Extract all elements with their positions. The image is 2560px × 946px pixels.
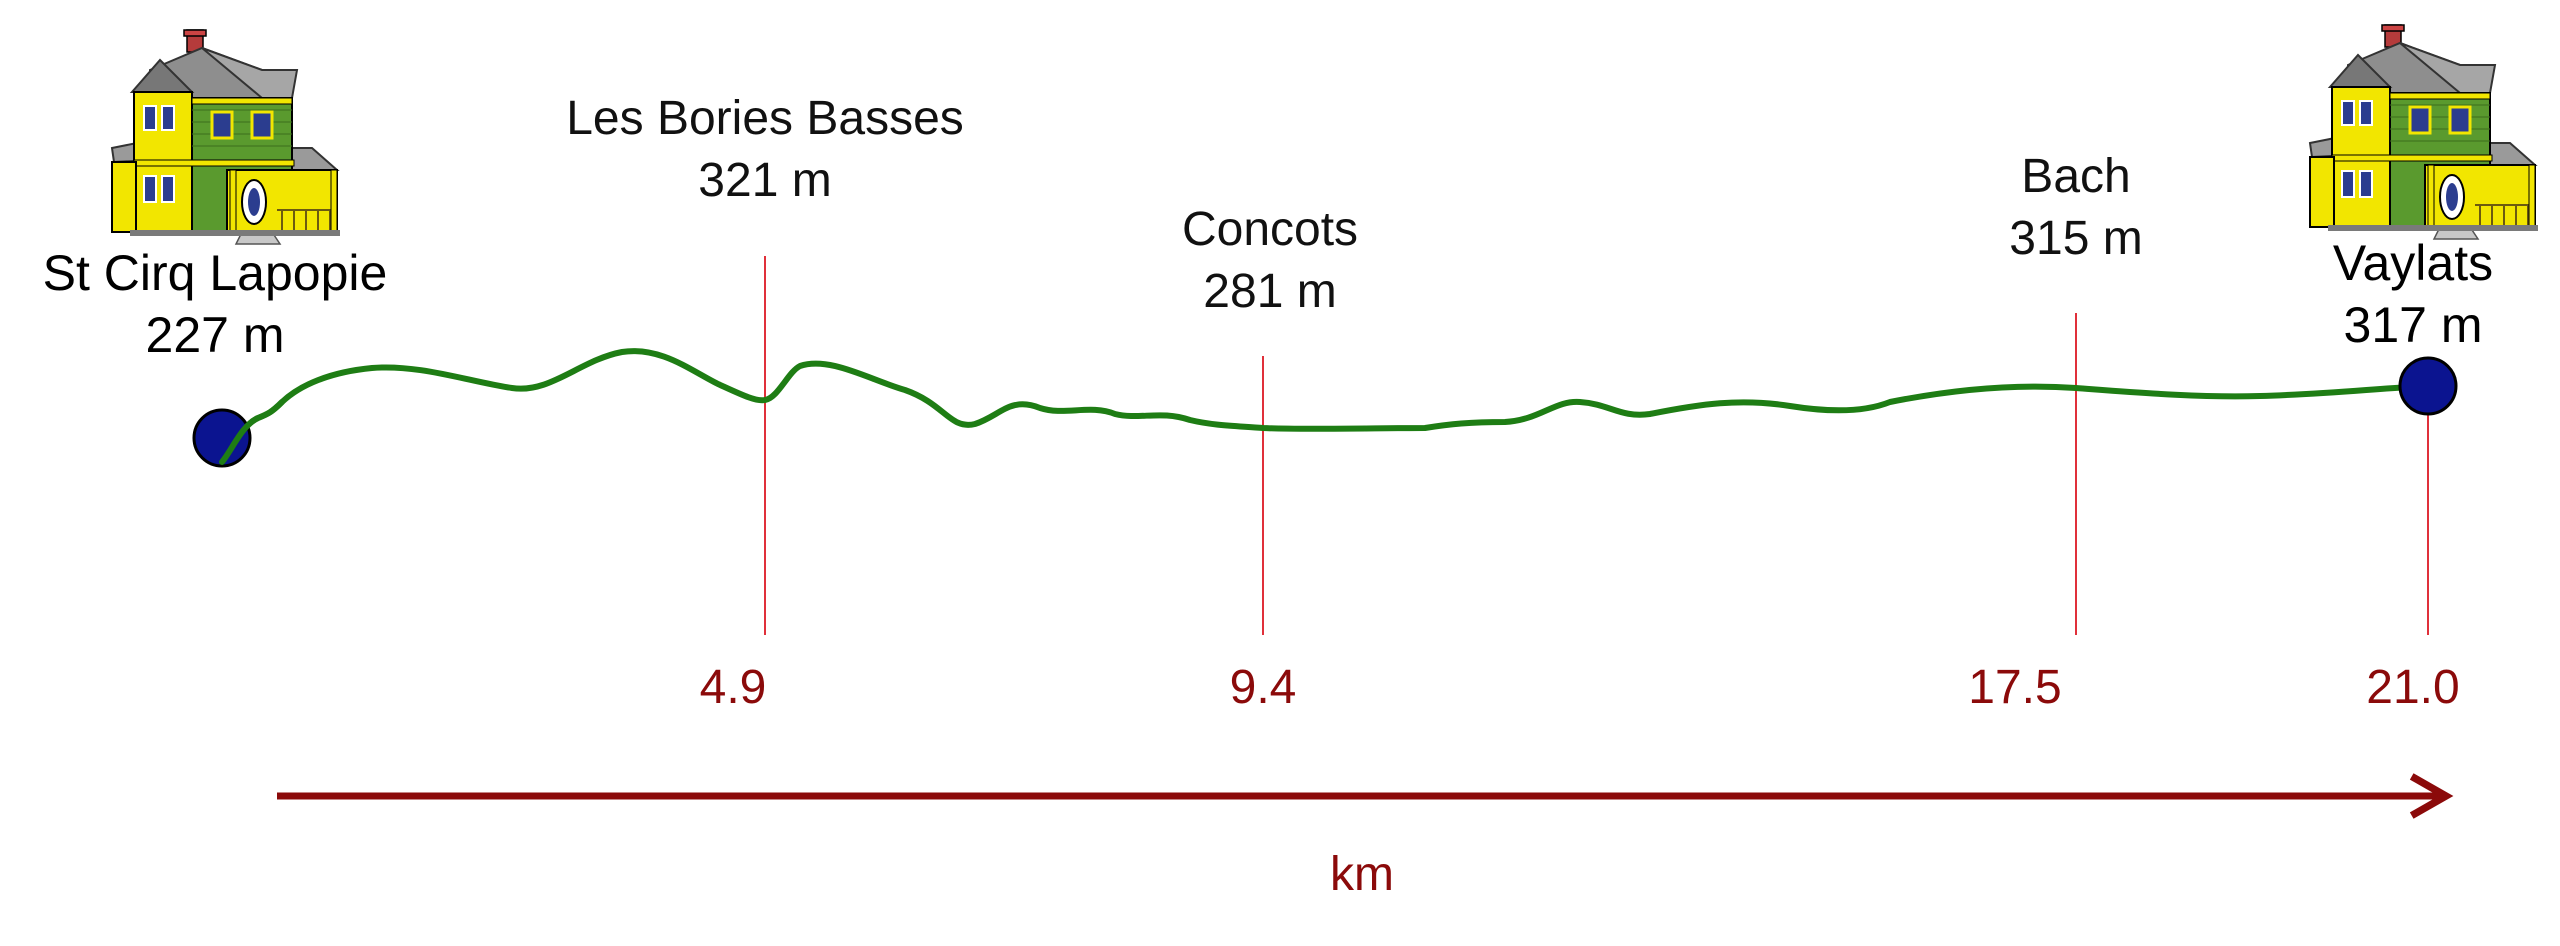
km-label-bach: 17.5 <box>1968 661 2061 714</box>
end-point-dot <box>2398 356 2458 416</box>
end-place-name: Vaylats <box>2333 235 2493 291</box>
start-point-dot <box>192 408 252 468</box>
waypoint-name-bach: Bach <box>2021 150 2130 203</box>
waypoint-altitude-les-bories-basses: 321 m <box>698 154 831 207</box>
km-label-les-bories-basses: 4.9 <box>700 661 767 714</box>
start-house-icon <box>110 28 342 246</box>
waypoint-name-concots: Concots <box>1182 203 1358 256</box>
distance-axis-unit: km <box>1330 848 1394 901</box>
waypoint-altitude-bach: 315 m <box>2009 212 2142 265</box>
route-elevation-profile <box>219 348 2431 465</box>
waypoint-altitude-concots: 281 m <box>1203 265 1336 318</box>
km-label-concots: 9.4 <box>1230 661 1297 714</box>
start-place-altitude: 227 m <box>146 307 285 363</box>
end-house-icon <box>2308 23 2540 241</box>
end-place-altitude: 317 m <box>2344 297 2483 353</box>
waypoint-name-les-bories-basses: Les Bories Basses <box>566 92 964 145</box>
km-label-end: 21.0 <box>2366 661 2459 714</box>
start-place-name: St Cirq Lapopie <box>43 245 388 301</box>
route-start-segment <box>219 399 285 465</box>
